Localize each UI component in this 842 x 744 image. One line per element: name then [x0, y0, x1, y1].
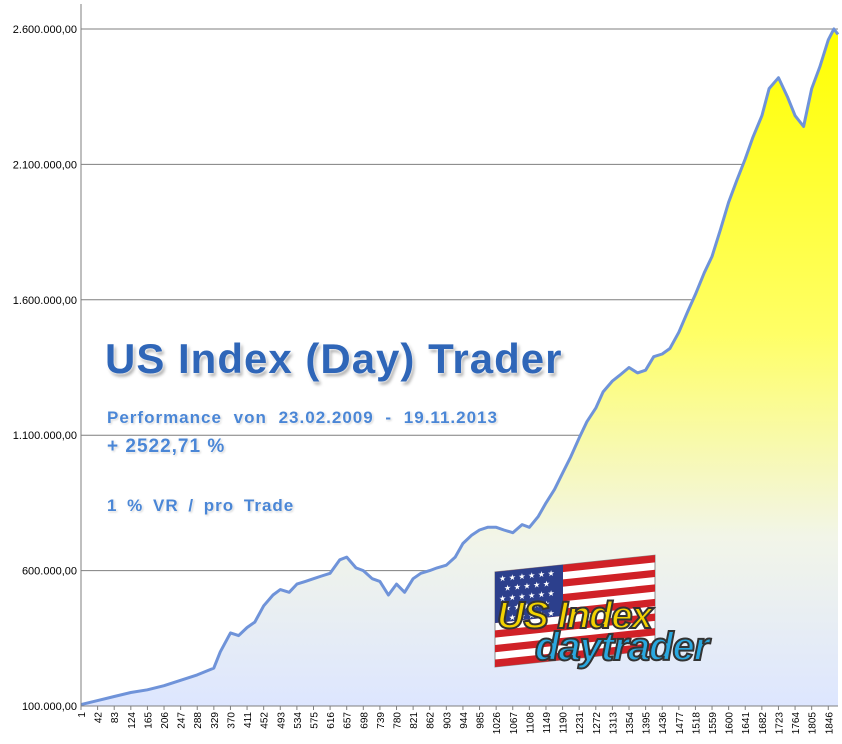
- x-tick-label: 42: [94, 712, 105, 724]
- x-tick-label: 1477: [675, 712, 686, 735]
- x-tick-label: 821: [409, 712, 420, 729]
- risk-per-trade-annotation: 1 % VR / pro Trade: [107, 496, 295, 515]
- y-tick-label: 2.600.000,00: [13, 24, 77, 36]
- equity-area-fill: [81, 29, 838, 706]
- x-tick-label: 575: [309, 712, 320, 729]
- x-tick-label: 1231: [575, 712, 586, 735]
- x-tick-label: 1805: [808, 712, 819, 735]
- x-tick-label: 1559: [708, 712, 719, 735]
- equity-line: [80, 27, 840, 707]
- chart-title: US Index (Day) Trader: [105, 335, 563, 382]
- x-tick-label: 1764: [791, 712, 802, 735]
- x-tick-label: 985: [476, 712, 487, 729]
- x-tick-label: 780: [393, 712, 404, 729]
- x-tick-label: 1272: [592, 712, 603, 735]
- x-tick-label: 1354: [625, 712, 636, 735]
- us-index-daytrader-logo: ★ ★ ★ ★ ★ ★ ★ ★ ★ ★ ★ ★ ★ ★ ★ ★ ★ ★ ★ ★ …: [485, 553, 785, 693]
- x-tick-label: 534: [293, 712, 304, 729]
- x-tick-label: 124: [127, 712, 138, 729]
- y-tick-label: 600.000,00: [22, 566, 77, 578]
- x-tick-label: 288: [193, 712, 204, 729]
- us-flag-icon: ★ ★ ★ ★ ★ ★ ★ ★ ★ ★ ★ ★ ★ ★ ★ ★ ★ ★ ★ ★ …: [494, 554, 656, 668]
- logo-us-index-text: US Index: [496, 594, 654, 638]
- y-tick-label: 100.000,00: [22, 701, 77, 713]
- y-tick-labels: 100.000,00 600.000,00 1.100.000,00 1.600.00…: [13, 24, 77, 713]
- performance-gain-annotation: + 2522,71 %: [107, 436, 226, 457]
- x-tick-label: 1436: [658, 712, 669, 735]
- x-tick-label: 657: [343, 712, 354, 729]
- x-tick-label: 739: [376, 712, 387, 729]
- x-tick-label: 1149: [542, 712, 553, 734]
- x-tick-label: 370: [226, 712, 237, 729]
- performance-period-annotation: Performance von 23.02.2009 - 19.11.2013: [107, 408, 498, 427]
- x-tick-label: 165: [143, 712, 154, 729]
- x-tick-label: 1723: [774, 712, 785, 735]
- x-tick-label: 1: [77, 712, 88, 718]
- x-tick-label: 1190: [559, 712, 570, 734]
- x-tick-labels: 1 42 83 124 165 206 247 288 329 370 411 452 493 534 57…: [77, 712, 835, 735]
- x-tick-label: 1641: [741, 712, 752, 735]
- y-tick-label: 1.600.000,00: [13, 295, 77, 307]
- x-tick-label: 944: [459, 712, 470, 729]
- y-tick-label: 2.100.000,00: [13, 159, 77, 171]
- x-tick-label: 1682: [758, 712, 769, 735]
- x-tick-label: 83: [110, 712, 121, 724]
- x-tick-label: 1313: [608, 712, 619, 735]
- x-tick-label: 206: [160, 712, 171, 729]
- x-tick-label: 493: [276, 712, 287, 729]
- x-tick-label: 903: [442, 712, 453, 729]
- x-tick-label: 1067: [509, 712, 520, 735]
- x-tick-label: 698: [359, 712, 370, 729]
- x-tick-label: 1846: [824, 712, 835, 735]
- x-tick-label: 452: [260, 712, 271, 729]
- x-tick-label: 862: [426, 712, 437, 729]
- x-tick-label: 247: [177, 712, 188, 729]
- logo-daytrader-text: daytrader: [534, 624, 710, 670]
- x-tick-label: 1395: [642, 712, 653, 735]
- x-tick-label: 1518: [691, 712, 702, 735]
- x-tick-label: 411: [243, 712, 254, 728]
- x-tick-label: 616: [326, 712, 337, 729]
- y-tick-label: 1.100.000,00: [13, 430, 77, 442]
- x-tick-label: 1600: [725, 712, 736, 735]
- axes: [80, 4, 838, 710]
- x-tick-label: 329: [210, 712, 221, 729]
- equity-area: [80, 27, 840, 707]
- x-tick-label: 1108: [525, 712, 536, 734]
- x-tick-label: 1026: [492, 712, 503, 735]
